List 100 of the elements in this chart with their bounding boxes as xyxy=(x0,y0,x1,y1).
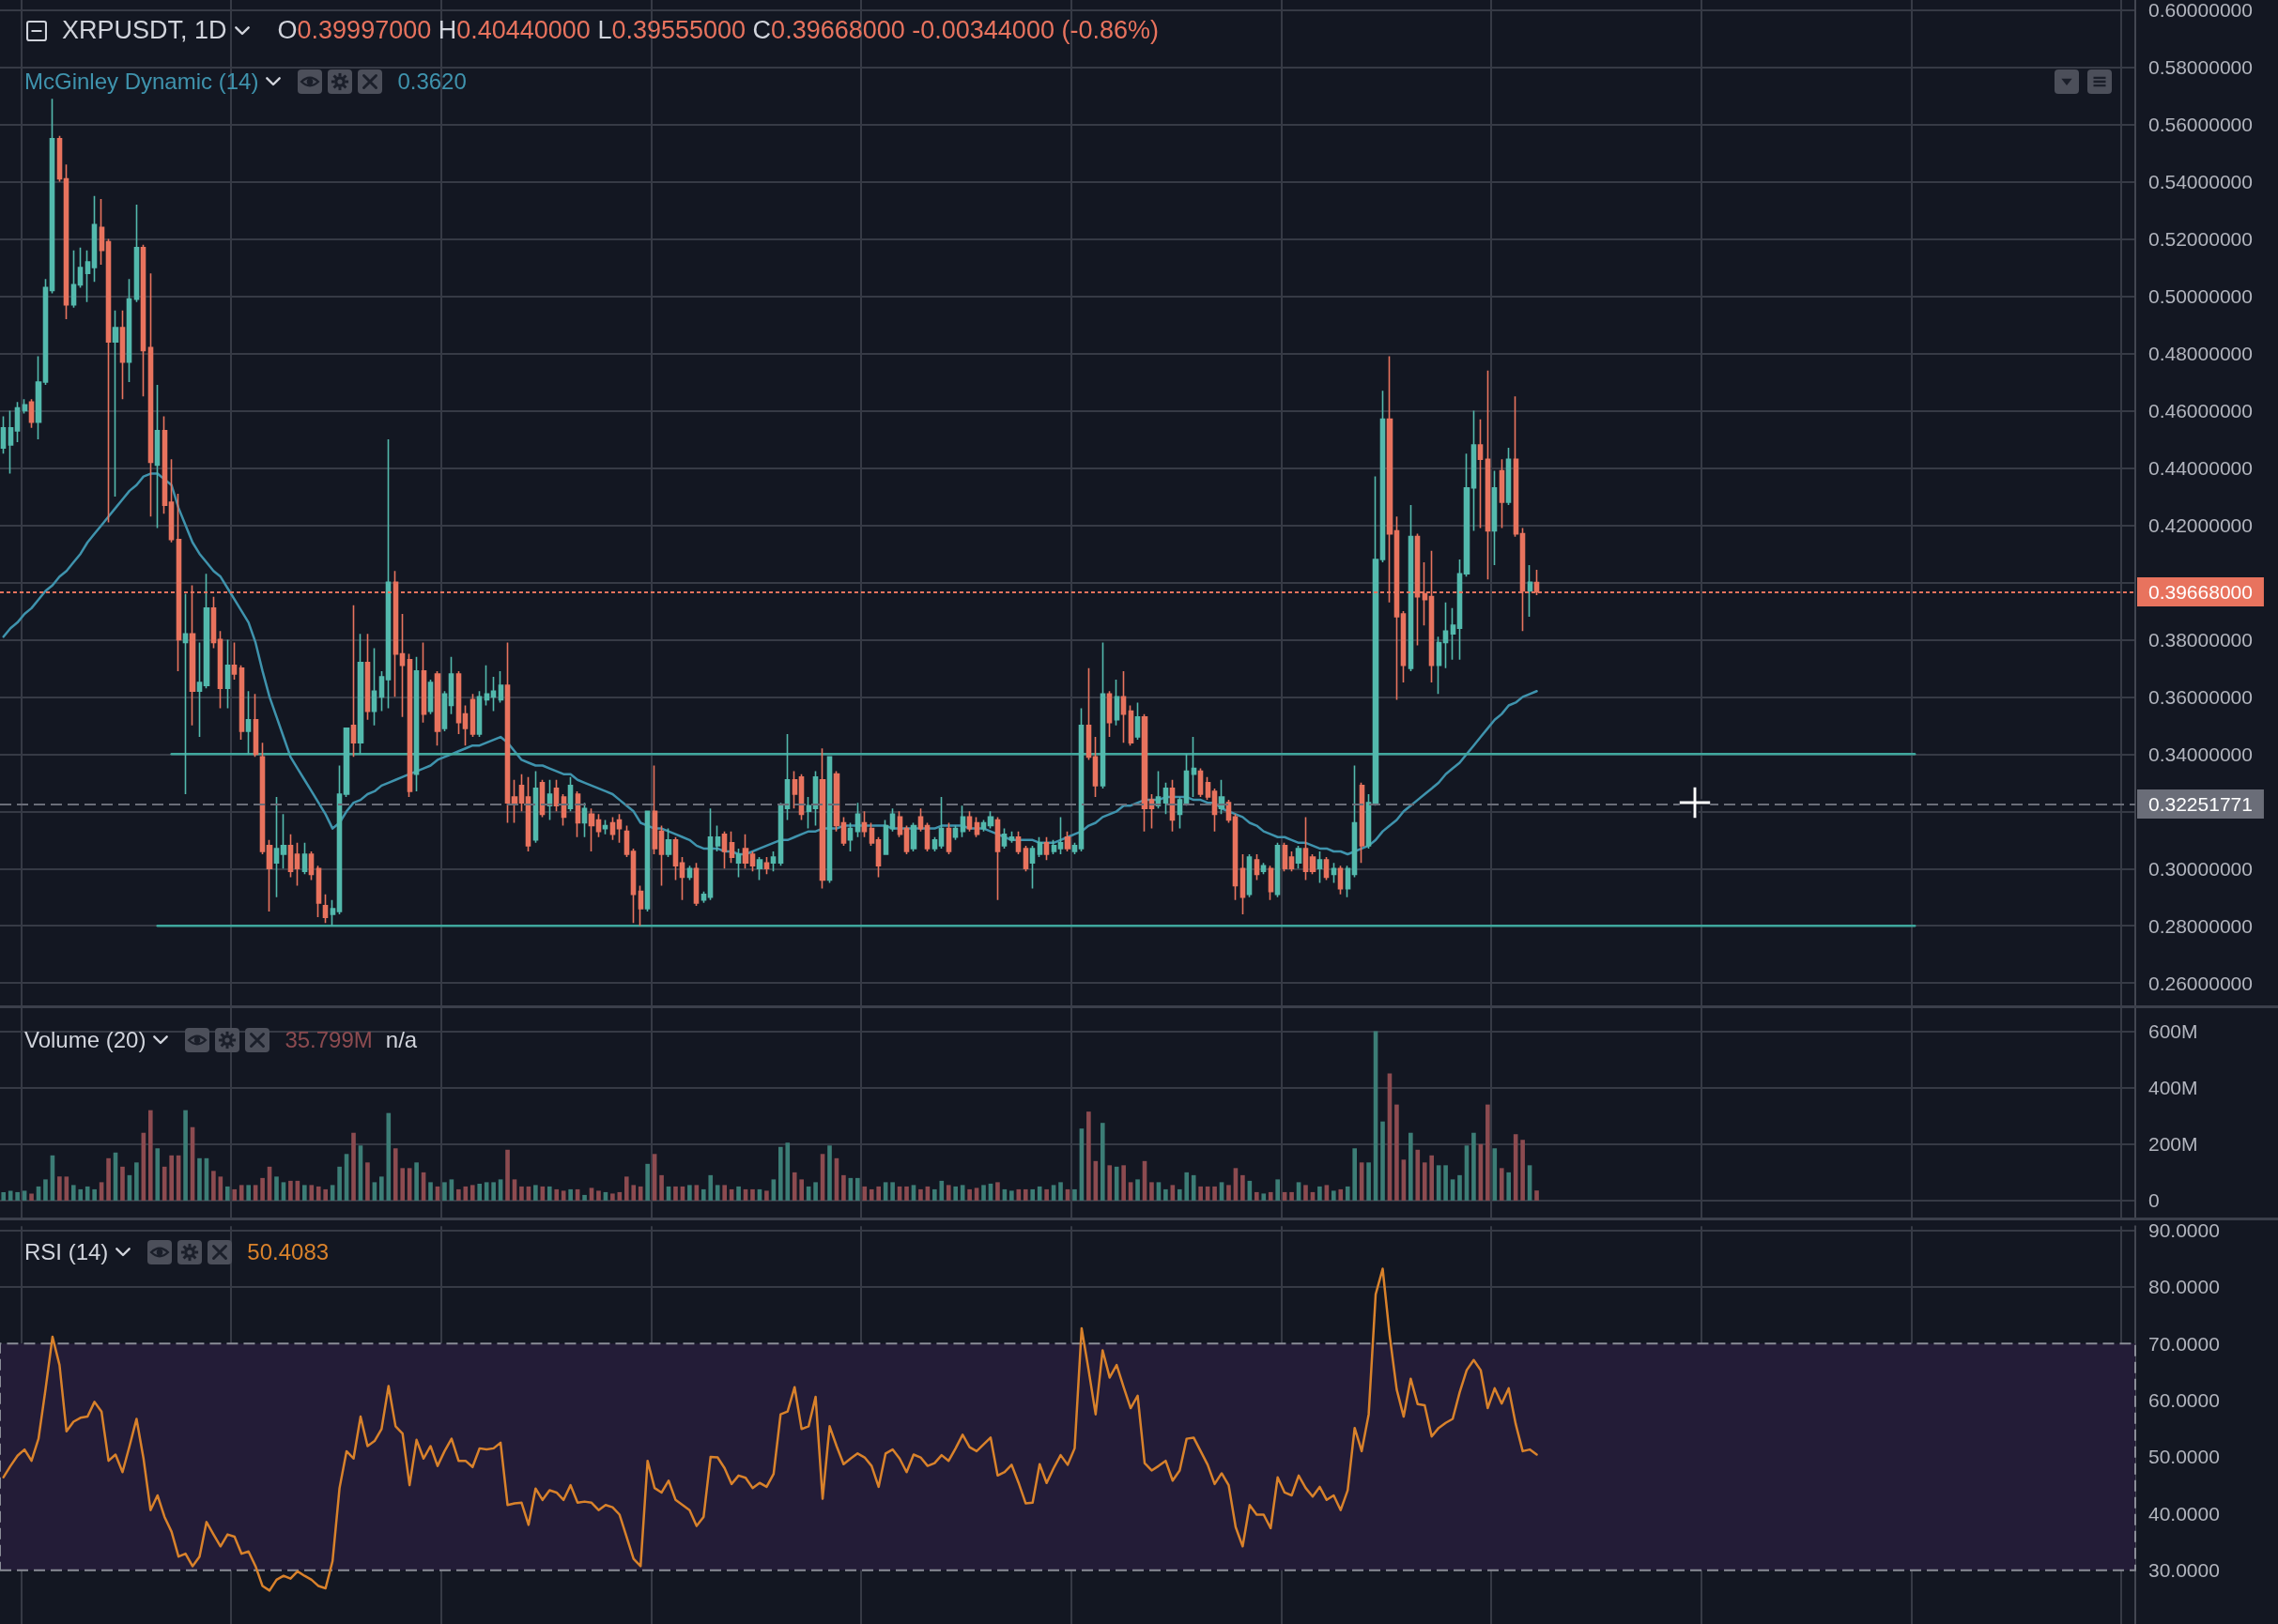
y-tick-label: 0 xyxy=(2148,1189,2160,1212)
candlestick xyxy=(1092,736,1099,798)
candlestick xyxy=(413,655,420,792)
bar xyxy=(855,1177,860,1201)
bar xyxy=(309,1185,315,1201)
bar xyxy=(1149,1182,1154,1201)
candlestick xyxy=(119,309,126,401)
bar xyxy=(1394,1104,1399,1201)
candlestick xyxy=(140,243,146,398)
bar xyxy=(596,1190,601,1201)
y-tick-label: 600M xyxy=(2148,1019,2198,1042)
candlestick xyxy=(903,824,910,855)
candlestick xyxy=(224,638,231,710)
candlestick xyxy=(484,665,490,707)
bar xyxy=(1114,1166,1119,1201)
candlestick xyxy=(91,195,98,283)
bar xyxy=(890,1182,895,1201)
candlestick xyxy=(8,409,14,475)
candlestick xyxy=(399,613,406,718)
y-tick-label: 90.0000 xyxy=(2148,1219,2220,1241)
candlestick xyxy=(245,690,252,756)
candlestick xyxy=(875,835,882,879)
y-tick-label: 0.58000000 xyxy=(2148,56,2253,79)
bar xyxy=(1408,1132,1413,1201)
text: RSI (14) xyxy=(24,1239,109,1265)
candlestick xyxy=(742,833,749,870)
y-tick-label: 0.54000000 xyxy=(2148,171,2253,193)
candlestick xyxy=(1100,641,1106,789)
candlestick xyxy=(1260,862,1267,876)
candlestick xyxy=(1450,607,1456,661)
candlestick xyxy=(1128,704,1134,746)
text: XRPUSDT, 1D xyxy=(62,16,227,46)
candlestick xyxy=(1491,469,1498,566)
annotation: 50.4083 xyxy=(247,1239,330,1265)
candlestick xyxy=(1408,504,1414,672)
candlestick xyxy=(1345,865,1351,898)
candlestick xyxy=(553,778,560,813)
candlestick xyxy=(1365,793,1372,850)
candlestick xyxy=(1288,850,1295,873)
candlestick xyxy=(1282,842,1288,873)
candlestick xyxy=(602,819,608,835)
candlestick xyxy=(1008,830,1015,844)
candlestick xyxy=(56,135,63,183)
candlestick xyxy=(806,796,812,830)
candlestick xyxy=(490,676,497,712)
candlestick xyxy=(1274,842,1281,898)
bar xyxy=(953,1186,959,1201)
candlestick xyxy=(721,830,728,870)
candlestick xyxy=(182,592,189,795)
candlestick xyxy=(1114,679,1120,727)
bar xyxy=(22,1190,27,1201)
candlestick xyxy=(917,807,924,833)
candlestick xyxy=(595,813,602,838)
bar xyxy=(29,1193,34,1201)
candlestick xyxy=(469,693,476,738)
bar xyxy=(351,1132,356,1201)
bar xyxy=(939,1180,945,1201)
ref-line-label: 0.32251771 xyxy=(2148,793,2253,816)
candlestick xyxy=(518,773,525,813)
candlestick xyxy=(1463,452,1470,578)
y-tick-label: 0.50000000 xyxy=(2148,285,2253,308)
bar xyxy=(1492,1148,1498,1201)
bar xyxy=(85,1186,90,1201)
candlestick xyxy=(1134,701,1141,741)
candlestick xyxy=(1205,775,1211,801)
candlestick xyxy=(1470,409,1477,532)
bar xyxy=(764,1190,769,1201)
candlestick xyxy=(273,796,280,898)
candlestick xyxy=(952,824,959,841)
bar xyxy=(638,1186,643,1201)
y-tick-label: 0.46000000 xyxy=(2148,399,2253,421)
y-tick-label: 0.34000000 xyxy=(2148,743,2253,765)
bar xyxy=(428,1182,433,1201)
candlestick xyxy=(105,237,112,524)
candlestick xyxy=(455,670,462,735)
bar xyxy=(1163,1188,1168,1201)
bar xyxy=(1485,1104,1490,1201)
bar xyxy=(715,1185,720,1201)
y-tick-label: 30.0000 xyxy=(2148,1559,2220,1582)
bar xyxy=(120,1166,125,1201)
bar xyxy=(463,1186,469,1201)
candlestick xyxy=(441,690,448,732)
bar xyxy=(876,1186,882,1201)
bar xyxy=(316,1186,321,1201)
candlestick xyxy=(869,821,875,847)
candlestick xyxy=(1505,447,1512,506)
bar xyxy=(519,1186,524,1201)
candlestick xyxy=(99,198,105,266)
candlestick xyxy=(609,816,616,841)
bar xyxy=(1268,1191,1273,1201)
bar xyxy=(134,1162,139,1201)
candlestick xyxy=(672,835,679,881)
candlestick xyxy=(77,246,84,289)
candlestick xyxy=(1057,816,1064,855)
bar xyxy=(1506,1172,1512,1201)
bar xyxy=(57,1176,62,1201)
candlestick xyxy=(1106,690,1113,738)
bar xyxy=(1352,1148,1357,1201)
candlestick xyxy=(308,850,315,881)
candlestick xyxy=(784,733,791,821)
